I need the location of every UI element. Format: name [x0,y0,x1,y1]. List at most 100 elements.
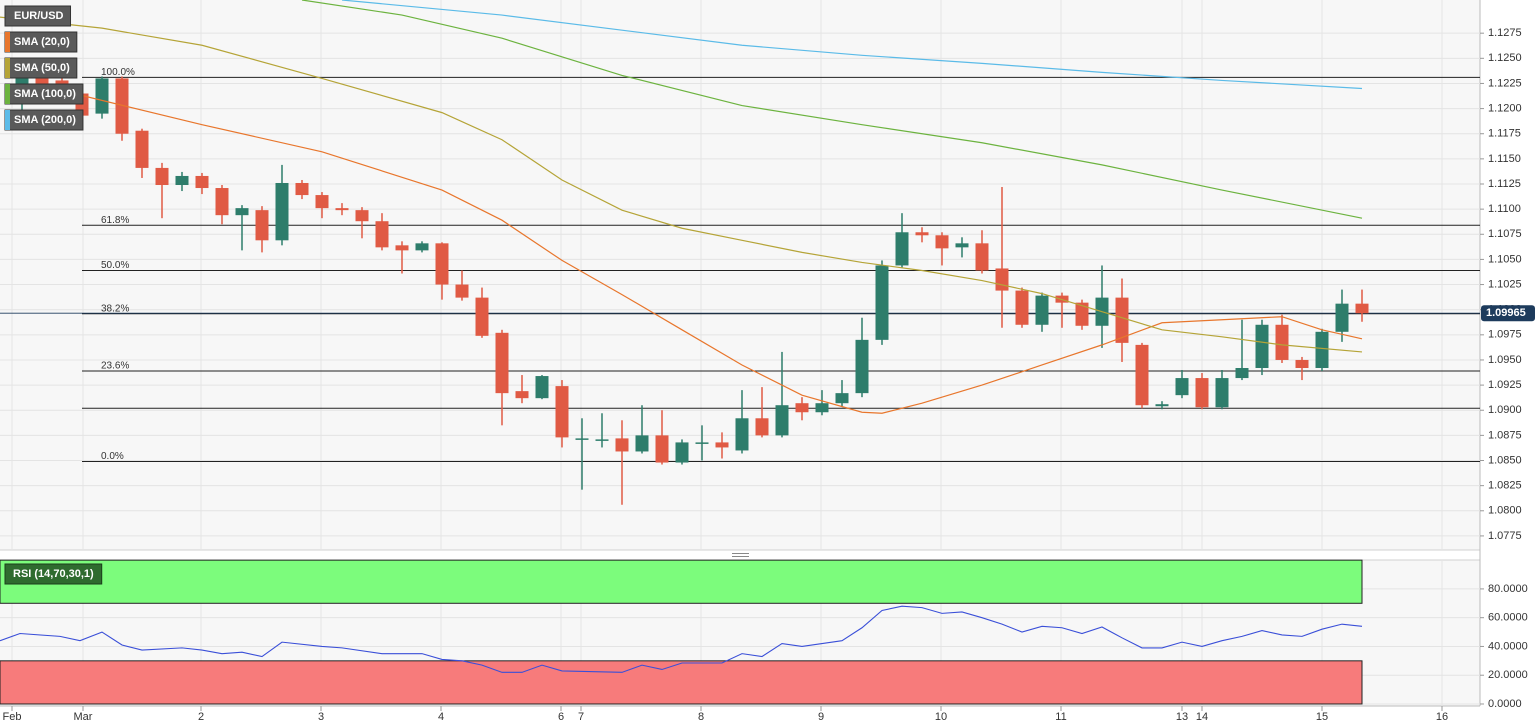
candle-body [635,435,649,452]
candle-body [215,188,229,216]
legend-swatch [5,58,10,78]
y-tick-label: 1.0900 [1488,404,1522,416]
candle-body [755,418,769,436]
candle-body [1235,368,1249,379]
legend-label: SMA (20,0) [14,36,70,48]
legend-item[interactable]: EUR/USD [4,5,72,27]
legend-label: SMA (200,0) [14,114,76,126]
candle-body [1275,324,1289,360]
fib-level-label: 38.2% [101,303,129,314]
candle-body [315,195,329,209]
candle-body [355,210,369,222]
candle-body [1255,324,1269,369]
y-tick-label: 1.1125 [1488,178,1521,190]
x-tick-label: 13 [1176,711,1188,723]
indicator-title: RSI (14,70,30,1) [13,568,94,580]
fib-level-label: 100.0% [101,67,135,78]
x-tick-label: 15 [1316,711,1328,723]
candle-body [595,439,609,441]
candle-body [615,438,629,452]
y-tick-label: 20.0000 [1488,669,1528,681]
y-tick-label: 1.1175 [1488,128,1521,140]
price-panel [0,0,1480,550]
sma-line [301,0,1363,219]
candle-body [655,435,669,463]
candle-body [1115,297,1129,343]
candle-body [695,442,709,444]
candle-body [1175,378,1189,396]
legend-swatch [5,32,10,52]
legend-item[interactable]: SMA (20,0) [4,31,78,53]
candle-body [575,438,589,440]
x-tick-label: 14 [1196,711,1208,723]
candle-body [935,235,949,249]
candle-body [535,376,549,399]
candle-body [275,182,289,241]
candle-body [1315,331,1329,369]
candle-body [515,391,529,399]
panel-splitter[interactable] [0,550,1536,560]
y-tick-label: 1.1275 [1488,27,1522,39]
x-tick-label: Feb [3,711,22,723]
x-tick-label: 7 [578,711,584,723]
y-tick-label: 1.1100 [1488,203,1521,215]
sma-line [0,16,1363,353]
y-tick-label: 1.0775 [1488,530,1522,542]
y-tick-label: 1.1225 [1488,77,1522,89]
candle-body [255,210,269,241]
candle-body [335,208,349,211]
candle-body [375,221,389,248]
line-layer [0,0,1363,673]
candle-body [775,405,789,436]
candle-body [1015,290,1029,325]
band-layer [0,559,1363,705]
candle-body [915,232,929,236]
candle-body [675,442,689,463]
candle-body [855,339,869,394]
x-tick-label: 9 [818,711,824,723]
candle-body [455,284,469,298]
candle-body [1335,303,1349,332]
legend-item[interactable]: SMA (50,0) [4,57,78,79]
candle-body [415,243,429,251]
candle-body [95,78,109,114]
candle-body [1215,378,1229,408]
x-tick-label: 6 [558,711,564,723]
x-tick-label: 11 [1055,711,1066,723]
candle-body [495,332,509,394]
last-price-box [1481,305,1535,322]
candle-body [735,418,749,451]
x-tick-label: 8 [698,711,704,723]
x-tick-label: 2 [198,711,204,723]
y-tick-label: 1.0925 [1488,379,1522,391]
y-tick-label: 0.0000 [1488,698,1522,710]
candle-body [175,175,189,186]
y-tick-label: 1.1150 [1488,153,1521,165]
candle-body [875,265,889,340]
legend-label: SMA (50,0) [14,62,70,74]
y-tick-label: 1.1250 [1488,52,1522,64]
legend-label: EUR/USD [14,10,64,22]
legend-item[interactable]: SMA (100,0) [4,83,84,105]
legend-item[interactable]: SMA (200,0) [4,109,84,131]
candle-body [235,208,249,216]
y-tick-label: 80.0000 [1488,583,1528,595]
indicator-legend[interactable]: RSI (14,70,30,1) [4,563,103,585]
fib-level-label: 0.0% [101,451,124,462]
candle-body [155,167,169,186]
candle-body [115,78,129,134]
candle-body [555,386,569,438]
y-tick-label: 1.0850 [1488,454,1522,466]
x-tick-label: Mar [74,711,93,723]
candle-body [1075,302,1089,326]
x-tick-label: 10 [935,711,947,723]
candle-body [715,442,729,448]
oversold-band [0,660,1363,705]
fib-level-label: 50.0% [101,260,129,271]
y-tick-label: 1.0875 [1488,429,1522,441]
y-tick-label: 1.0975 [1488,329,1522,341]
candle-body [135,130,149,168]
candle-body [895,232,909,266]
y-tick-label: 1.0950 [1488,354,1522,366]
